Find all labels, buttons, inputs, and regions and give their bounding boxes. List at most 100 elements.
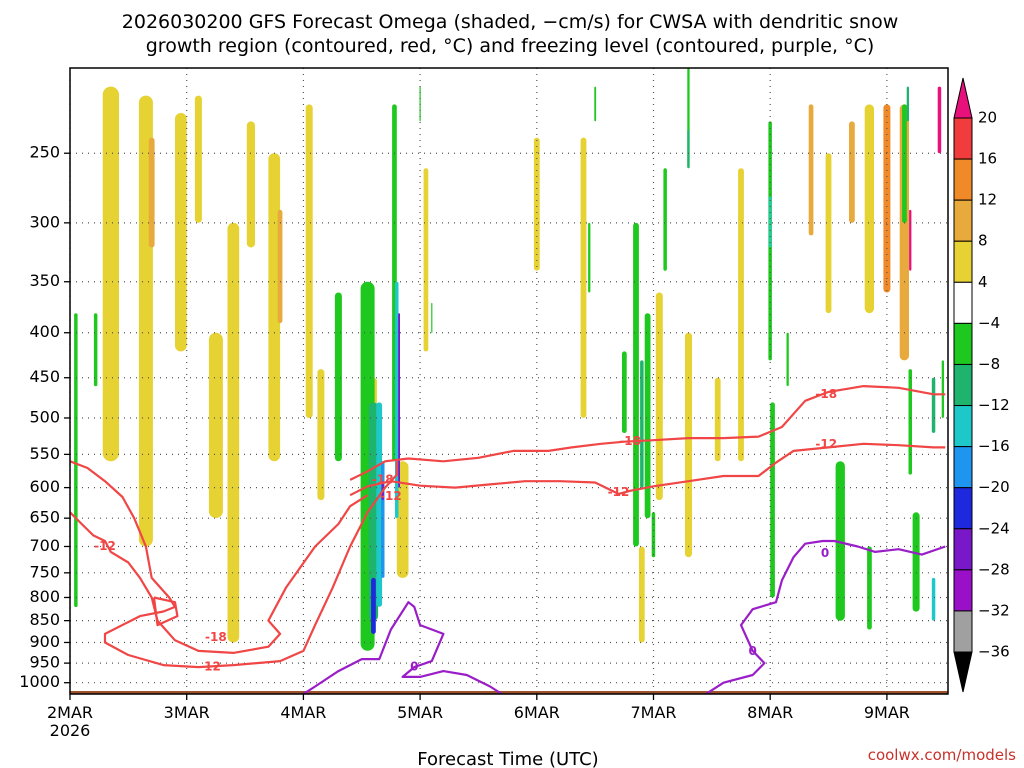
y-tick-label-3: 400	[29, 322, 60, 341]
omega-cell-15	[533, 137, 540, 271]
colorbar-bin-8	[953, 405, 973, 448]
omega-cell-0	[102, 86, 119, 462]
omega-cell-32	[334, 292, 342, 462]
colorbar-bin-10	[953, 487, 973, 530]
omega-cell-24	[849, 121, 855, 223]
omega-cell-53	[651, 512, 656, 558]
omega-cell-41	[398, 313, 400, 488]
chart-title-line-1: 2026030200 GFS Forecast Omega (shaded, −…	[122, 11, 898, 33]
y-tick-label-15: 1000	[19, 672, 60, 691]
chart-title-line-2: growth region (contoured, red, °C) and f…	[146, 35, 875, 57]
x-tick-label-2: 4MAR	[280, 703, 326, 722]
colorbar-bin-5	[953, 281, 973, 324]
omega-cell-11	[317, 369, 325, 501]
x-tick-sublabel-0: 2026	[50, 721, 91, 740]
contour-label-11: 0	[749, 644, 757, 658]
contour-label-4: -12	[380, 489, 402, 503]
colorbar-label-7: −12	[978, 396, 1010, 414]
colorbar-label-4: 4	[978, 273, 988, 291]
colorbar-bottom-arrow	[953, 651, 973, 693]
colorbar-label-11: −28	[978, 560, 1010, 578]
y-tick-label-13: 900	[29, 632, 60, 651]
omega-cell-52	[687, 129, 690, 169]
omega-cell-3	[175, 113, 187, 352]
y-tick-label-10: 750	[29, 562, 60, 581]
omega-cell-13	[396, 461, 409, 578]
omega-cell-22	[808, 104, 814, 236]
x-tick-label-3: 5MAR	[397, 703, 443, 722]
contour-label-1: -18	[205, 630, 227, 644]
x-tick-label-6: 8MAR	[747, 703, 793, 722]
omega-cell-28	[909, 209, 912, 271]
colorbar-label-10: −24	[978, 519, 1010, 537]
omega-cell-42	[431, 303, 433, 333]
omega-cell-25	[864, 104, 874, 314]
omega-cell-2	[148, 137, 155, 248]
colorbar: 20 16 12 8 4 −4 −8 −12 −16 −20 −24 −28 −32 −36	[953, 77, 1010, 693]
omega-cell-49	[640, 360, 644, 488]
contour-dgz-18-lower	[70, 460, 398, 669]
omega-cell-56	[770, 402, 775, 598]
omega-shading	[74, 68, 944, 651]
ground-terrain	[70, 691, 948, 694]
contour-dgz-18-island	[152, 596, 179, 627]
omega-cell-43	[419, 86, 421, 122]
colorbar-bin-7	[953, 363, 973, 407]
y-tick-label-12: 850	[29, 610, 60, 629]
y-tick-label-6: 550	[29, 444, 60, 463]
colorbar-label-6: −8	[978, 355, 1000, 373]
contour-dgz-12-lower	[70, 494, 369, 654]
omega-cell-47	[633, 222, 639, 547]
omega-cell-60	[902, 104, 907, 223]
x-tick-label-1: 3MAR	[164, 703, 210, 722]
colorbar-label-8: −16	[978, 437, 1010, 455]
omega-cell-58	[835, 461, 845, 621]
omega-cell-26	[883, 104, 891, 293]
omega-cell-46	[622, 351, 627, 433]
omega-cell-23	[825, 153, 832, 314]
colorbar-label-3: 8	[978, 232, 988, 250]
omega-cell-50	[663, 168, 667, 271]
omega-cell-7	[246, 121, 255, 248]
y-tick-label-5: 500	[29, 407, 60, 426]
omega-cell-10	[305, 104, 313, 419]
omega-cell-8	[268, 153, 281, 462]
x-tick-label-7: 9MAR	[864, 703, 910, 722]
x-tick-label-4: 6MAR	[514, 703, 560, 722]
omega-cell-17	[638, 546, 645, 643]
omega-cell-59	[867, 546, 872, 630]
colorbar-bin-6	[953, 322, 973, 365]
x-axis-label: Forecast Time (UTC)	[417, 749, 598, 768]
grid-lines	[69, 68, 948, 694]
omega-cell-62	[908, 369, 912, 475]
y-tick-label-1: 300	[29, 212, 60, 231]
omega-cell-19	[685, 332, 692, 558]
y-tick-label-2: 350	[29, 271, 60, 290]
omega-cell-4	[194, 95, 202, 223]
omega-cell-63	[912, 512, 920, 612]
contour-label-7: -18	[815, 387, 837, 401]
omega-cell-9	[277, 209, 283, 324]
colorbar-label-9: −20	[978, 478, 1010, 496]
omega-cell-48	[644, 313, 651, 519]
omega-cell-16	[580, 137, 587, 418]
colorbar-label-5: −4	[978, 314, 1000, 332]
colorbar-bin-3	[953, 199, 973, 242]
axes: 250 300 350 400 450 500 550 600 650 700 750 800 850 9…	[19, 67, 949, 740]
contour-freezing-left	[301, 601, 504, 694]
omega-cell-45	[594, 86, 597, 122]
omega-cell-65	[931, 577, 936, 621]
omega-cell-55	[769, 196, 772, 248]
omega-cell-44	[588, 222, 591, 293]
colorbar-bin-2	[953, 158, 973, 201]
colorbar-bin-12	[953, 569, 973, 612]
omega-cell-64	[931, 377, 936, 433]
omega-cell-18	[655, 292, 663, 501]
omega-cell-21	[738, 168, 744, 462]
omega-cell-30	[74, 313, 78, 607]
omega-cell-35	[376, 402, 383, 607]
colorbar-label-0: 20	[978, 109, 997, 127]
colorbar-label-1: 16	[978, 150, 997, 168]
colorbar-label-12: −32	[978, 601, 1010, 619]
